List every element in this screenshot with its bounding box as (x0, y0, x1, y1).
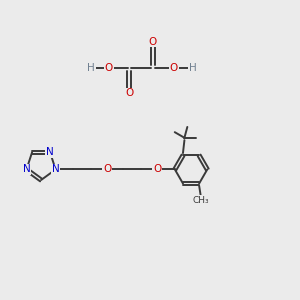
Text: N: N (52, 164, 59, 175)
Text: O: O (169, 63, 178, 73)
Text: N: N (46, 147, 54, 157)
Text: O: O (153, 164, 161, 175)
Text: O: O (125, 88, 134, 98)
Text: O: O (105, 63, 113, 73)
Text: O: O (103, 164, 111, 175)
Text: N: N (22, 164, 30, 175)
Text: H: H (189, 63, 196, 73)
Text: CH₃: CH₃ (192, 196, 209, 205)
Text: O: O (149, 37, 157, 46)
Text: H: H (87, 63, 95, 73)
